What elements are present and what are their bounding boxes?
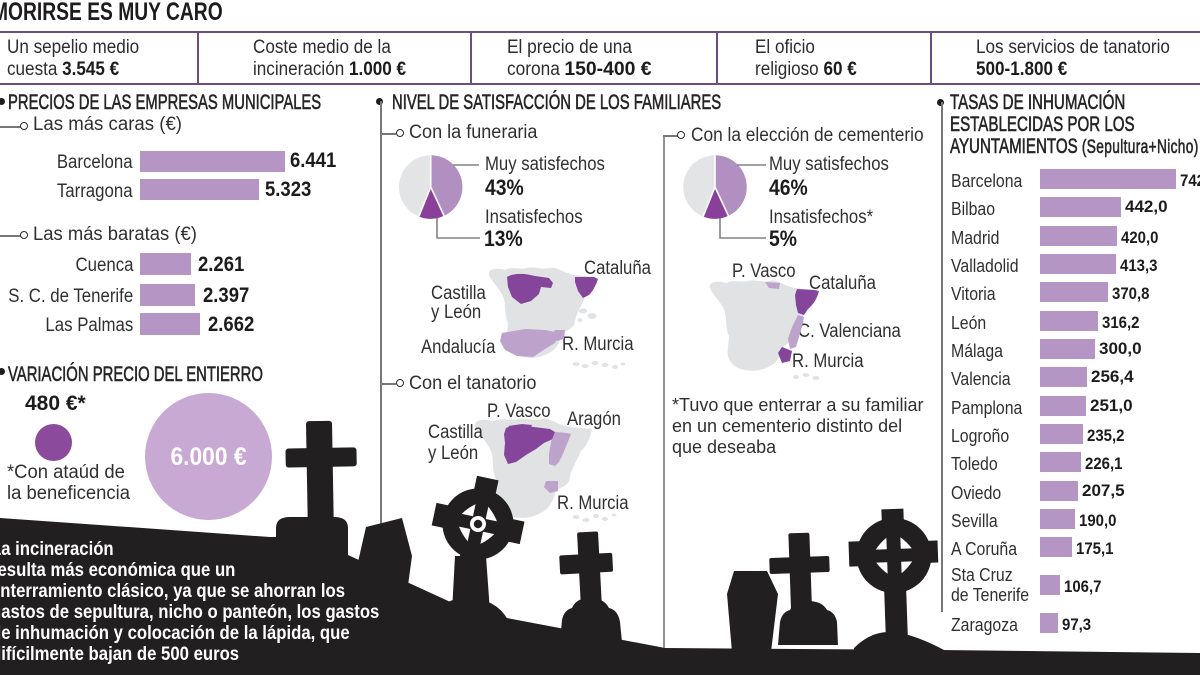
svg-text:6.000 €: 6.000 € [171, 443, 247, 471]
